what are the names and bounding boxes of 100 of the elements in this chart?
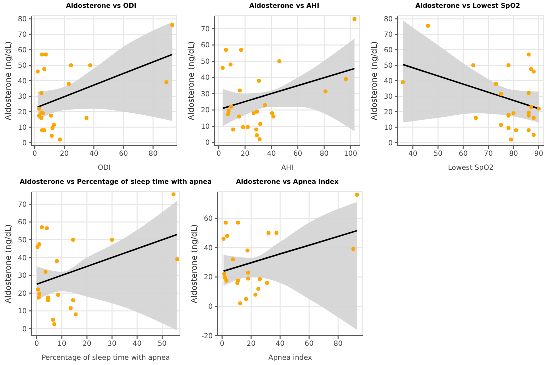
point xyxy=(246,270,250,275)
point xyxy=(512,112,516,116)
point xyxy=(244,297,248,302)
point xyxy=(278,60,282,64)
point xyxy=(532,70,536,74)
point xyxy=(231,128,236,132)
point xyxy=(237,114,242,119)
point xyxy=(499,123,504,128)
point xyxy=(506,126,511,130)
point xyxy=(222,272,227,276)
point xyxy=(352,17,357,22)
point xyxy=(254,128,259,132)
point xyxy=(88,64,92,68)
point xyxy=(494,82,498,86)
line-series xyxy=(36,234,178,286)
point xyxy=(36,288,40,292)
point xyxy=(246,276,250,281)
point xyxy=(38,242,42,246)
point xyxy=(58,138,62,142)
point xyxy=(228,62,233,67)
point xyxy=(164,80,169,85)
point xyxy=(499,92,504,96)
point xyxy=(532,116,536,120)
point xyxy=(352,247,356,252)
point xyxy=(40,116,44,120)
point xyxy=(246,248,250,253)
point xyxy=(172,192,176,197)
point xyxy=(529,67,534,72)
point xyxy=(231,258,236,262)
point xyxy=(266,231,271,236)
y-axis-title: Aldosterone (ng/dL) xyxy=(370,41,379,121)
point xyxy=(344,77,348,82)
point xyxy=(55,259,60,264)
point xyxy=(236,281,240,286)
point xyxy=(40,91,44,96)
point xyxy=(532,133,536,138)
point xyxy=(71,298,76,302)
point xyxy=(526,114,531,118)
point xyxy=(238,302,242,306)
point xyxy=(255,133,260,138)
point xyxy=(257,79,262,83)
point xyxy=(265,281,270,286)
point xyxy=(36,70,40,74)
point xyxy=(472,64,476,68)
point xyxy=(526,91,531,96)
point xyxy=(225,234,230,238)
point xyxy=(110,238,114,242)
point xyxy=(84,116,89,120)
point xyxy=(42,128,47,133)
point xyxy=(272,114,276,119)
point xyxy=(324,90,328,94)
point xyxy=(256,286,261,291)
point xyxy=(38,292,42,296)
point xyxy=(426,24,430,28)
point xyxy=(255,110,260,114)
point xyxy=(246,125,250,130)
point xyxy=(220,66,225,70)
point xyxy=(236,220,240,225)
point xyxy=(506,64,511,68)
point xyxy=(44,270,48,274)
point xyxy=(42,67,47,72)
point xyxy=(526,52,531,57)
point xyxy=(37,106,42,111)
point xyxy=(49,114,54,118)
point xyxy=(226,112,230,116)
point xyxy=(222,237,226,242)
point xyxy=(40,52,44,57)
line-series xyxy=(402,64,540,110)
point xyxy=(40,226,44,230)
point xyxy=(52,123,56,128)
point xyxy=(526,110,531,115)
point xyxy=(56,293,60,298)
point xyxy=(37,296,42,300)
point xyxy=(274,231,279,236)
point xyxy=(229,105,234,109)
point xyxy=(224,48,228,52)
point xyxy=(514,128,518,133)
point xyxy=(68,306,73,310)
y-axis-title: Aldosterone (ng/dL) xyxy=(4,224,13,304)
y-axis-title: Aldosterone (ng/dL) xyxy=(4,41,13,121)
point xyxy=(258,138,262,142)
point xyxy=(44,52,48,57)
point xyxy=(258,122,262,126)
point xyxy=(355,192,360,197)
point xyxy=(254,292,258,297)
point xyxy=(401,80,406,85)
point xyxy=(66,82,71,86)
point xyxy=(258,277,262,282)
point xyxy=(536,106,541,111)
point xyxy=(170,23,175,28)
point xyxy=(224,220,228,225)
point xyxy=(69,64,74,68)
point xyxy=(239,48,244,52)
point xyxy=(224,278,229,283)
point xyxy=(474,116,478,120)
point xyxy=(226,109,231,114)
y-axis-title: Aldosterone (ng/dL) xyxy=(190,224,199,304)
point xyxy=(526,128,531,133)
line-series xyxy=(222,68,356,110)
point xyxy=(241,125,246,130)
